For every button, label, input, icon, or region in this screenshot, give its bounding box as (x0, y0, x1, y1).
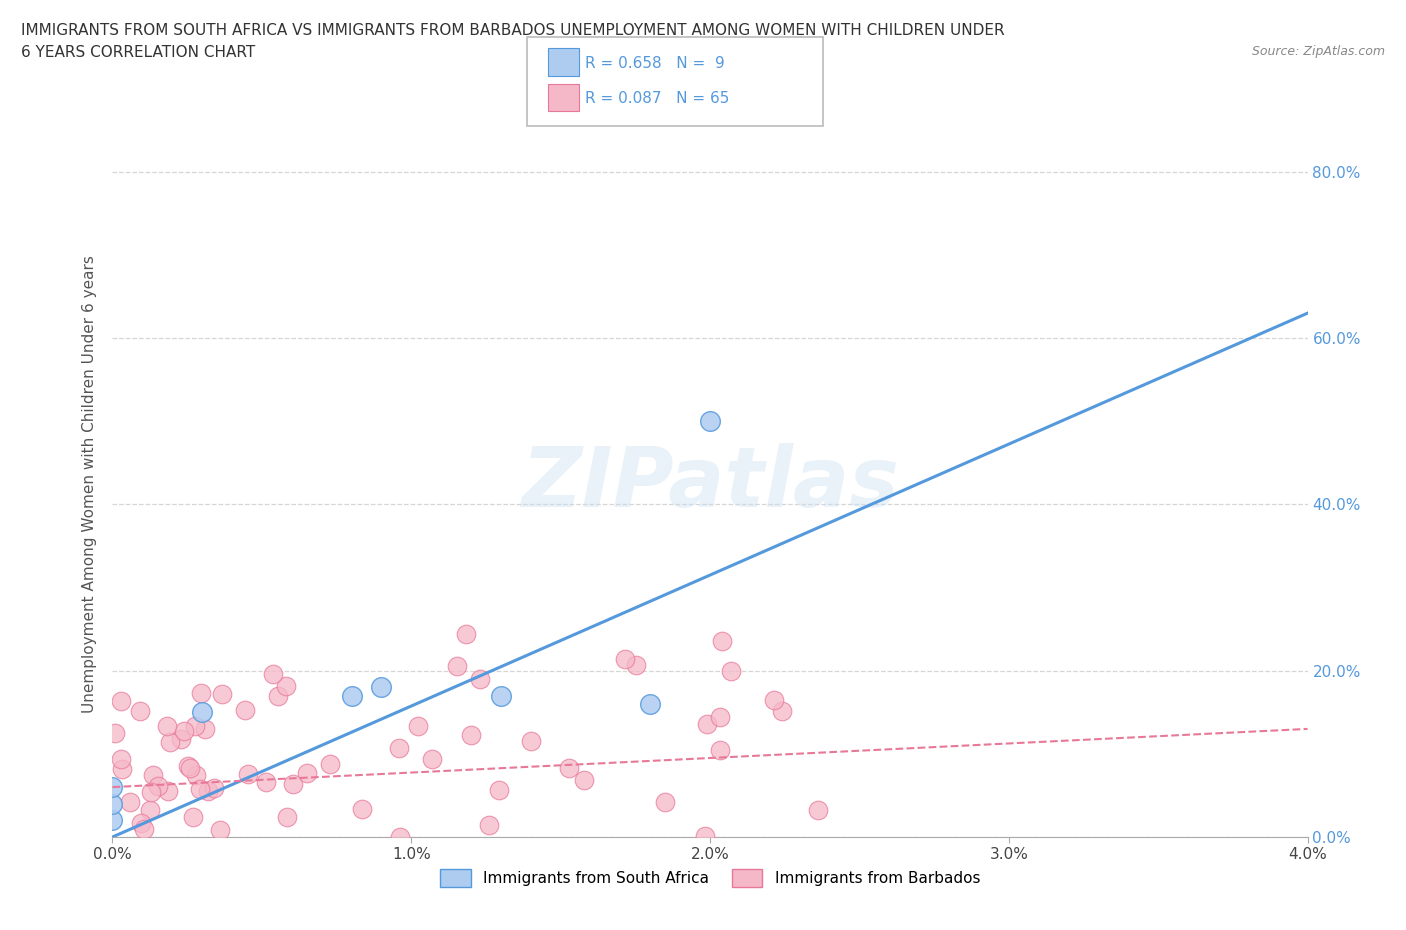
Point (274, 678, 297, 693)
Point (132, 821, 155, 836)
Point (173, 724, 195, 738)
Point (693, 828, 716, 843)
Point (211, 686, 233, 701)
Point (520, 733, 543, 748)
Point (370, 680, 392, 695)
Point (696, 717, 718, 732)
Point (142, 767, 165, 782)
Y-axis label: Unemployment Among Women with Children Under 6 years: Unemployment Among Women with Children U… (82, 255, 97, 712)
Point (191, 705, 214, 720)
Point (254, 774, 277, 789)
Point (101, 779, 124, 794)
Point (170, 731, 193, 746)
Point (202, 781, 225, 796)
Point (156, 719, 179, 734)
Point (110, 694, 132, 709)
Point (118, 794, 141, 809)
Point (709, 742, 731, 757)
Point (388, 830, 411, 844)
Point (188, 781, 211, 796)
Point (177, 759, 200, 774)
Point (711, 633, 734, 648)
Point (101, 813, 124, 828)
Point (194, 722, 217, 737)
Point (159, 735, 181, 750)
Point (352, 802, 374, 817)
Point (190, 685, 212, 700)
Point (110, 751, 132, 766)
Point (283, 777, 305, 791)
Point (295, 765, 318, 780)
Point (613, 651, 636, 666)
Point (101, 796, 124, 811)
Point (488, 783, 510, 798)
Legend: Immigrants from South Africa, Immigrants from Barbados: Immigrants from South Africa, Immigrants… (434, 863, 986, 893)
Point (489, 688, 512, 703)
Point (770, 703, 793, 718)
Text: R = 0.658   N =  9: R = 0.658 N = 9 (585, 56, 724, 71)
Point (319, 757, 342, 772)
Point (208, 822, 231, 837)
Point (422, 751, 444, 766)
Point (446, 658, 468, 673)
Point (139, 785, 162, 800)
Point (157, 783, 180, 798)
Text: 6 YEARS CORRELATION CHART: 6 YEARS CORRELATION CHART (21, 45, 256, 60)
Text: Source: ZipAtlas.com: Source: ZipAtlas.com (1251, 45, 1385, 58)
Point (806, 803, 828, 817)
Point (233, 702, 256, 717)
Point (197, 783, 219, 798)
Point (179, 760, 201, 775)
Point (470, 671, 492, 686)
Point (267, 688, 290, 703)
Point (184, 719, 207, 734)
Point (139, 803, 162, 817)
Point (340, 688, 363, 703)
Point (478, 818, 501, 833)
Point (720, 664, 742, 679)
Point (654, 794, 676, 809)
Point (238, 766, 260, 781)
Point (129, 816, 152, 830)
Point (104, 725, 127, 740)
Point (276, 809, 298, 824)
Point (111, 762, 134, 777)
Point (406, 719, 429, 734)
Point (181, 810, 204, 825)
Point (699, 414, 721, 429)
Text: IMMIGRANTS FROM SOUTH AFRICA VS IMMIGRANTS FROM BARBADOS UNEMPLOYMENT AMONG WOME: IMMIGRANTS FROM SOUTH AFRICA VS IMMIGRAN… (21, 23, 1005, 38)
Point (460, 727, 482, 742)
Point (184, 768, 207, 783)
Point (388, 741, 411, 756)
Text: ZIPatlas: ZIPatlas (522, 443, 898, 525)
Point (456, 627, 478, 642)
Point (128, 704, 150, 719)
Point (262, 667, 284, 682)
Point (624, 658, 647, 672)
Point (146, 778, 169, 793)
Point (557, 761, 579, 776)
Text: R = 0.087   N = 65: R = 0.087 N = 65 (585, 91, 730, 106)
Point (574, 773, 596, 788)
Point (762, 693, 785, 708)
Point (709, 711, 731, 725)
Point (640, 697, 662, 711)
